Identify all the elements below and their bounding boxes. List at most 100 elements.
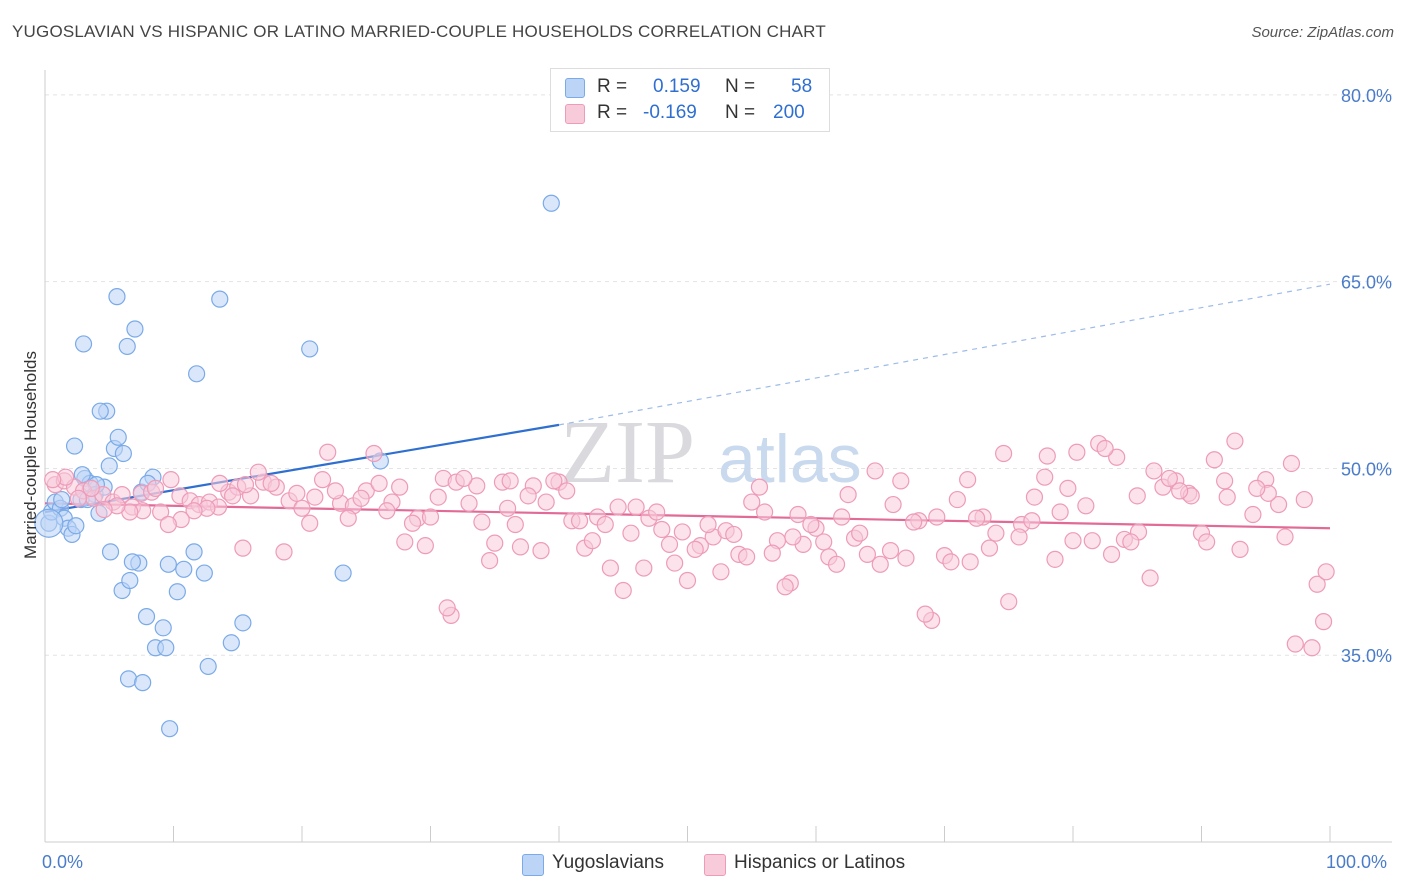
point-yugoslavian — [114, 444, 132, 463]
legend-n-value: 58 — [791, 76, 813, 97]
point-yugoslavian — [65, 437, 84, 455]
point-yugoslavian — [175, 560, 193, 578]
point-hispanic — [1036, 468, 1054, 486]
point-hispanic — [69, 489, 88, 507]
gridlines — [45, 94, 1392, 656]
point-hispanic — [159, 515, 177, 534]
point-hispanic — [1108, 448, 1126, 466]
point-hispanic — [1010, 528, 1028, 546]
point-hispanic — [776, 578, 794, 596]
trend-line-yugoslavians — [44, 423, 560, 514]
point-hispanic — [319, 443, 337, 461]
point-hispanic — [1038, 447, 1056, 465]
point-hispanic — [583, 532, 602, 550]
point-hispanic — [486, 534, 504, 552]
point-yugoslavian — [108, 288, 126, 306]
point-hispanic — [833, 508, 851, 526]
point-hispanic — [614, 581, 632, 600]
point-yugoslavian — [199, 657, 217, 676]
point-hispanic — [802, 515, 820, 534]
point-yugoslavian — [67, 517, 85, 535]
point-yugoslavian — [188, 365, 206, 383]
point-hispanic — [185, 502, 203, 520]
point-hispanic — [396, 533, 414, 551]
point-hispanic — [1226, 432, 1244, 450]
point-hispanic — [95, 500, 113, 519]
point-hispanic — [44, 471, 62, 489]
point-hispanic — [429, 488, 447, 506]
point-yugoslavian — [301, 340, 319, 358]
point-hispanic — [1171, 482, 1189, 500]
point-hispanic — [627, 498, 645, 516]
point-yugoslavian — [234, 614, 252, 632]
point-hispanic — [1248, 479, 1266, 497]
point-hispanic — [827, 555, 846, 573]
y-tick-labels: 35.0% 50.0% 65.0% 80.0% — [1341, 86, 1392, 666]
point-hispanic — [481, 551, 499, 570]
point-hispanic — [378, 502, 396, 520]
point-yugoslavian — [211, 290, 229, 308]
point-hispanic — [673, 523, 691, 541]
point-yugoslavian — [121, 571, 139, 590]
point-yugoslavian — [123, 553, 141, 571]
point-hispanic — [987, 524, 1005, 542]
point-hispanic — [1128, 487, 1146, 505]
point-hispanic — [884, 495, 902, 514]
legend-r-label: R = — [597, 76, 628, 97]
data-points — [34, 194, 1335, 738]
point-hispanic — [699, 515, 717, 534]
point-hispanic — [352, 489, 370, 507]
point-hispanic — [839, 486, 857, 504]
point-yugoslavian-large — [34, 508, 64, 538]
y-axis-title: Married-couple Households — [21, 351, 40, 559]
watermark-zip: ZIP — [560, 403, 695, 502]
point-yugoslavian — [334, 564, 352, 582]
point-hispanic — [815, 533, 833, 551]
point-hispanic — [1000, 593, 1018, 611]
point-hispanic — [1231, 540, 1249, 558]
point-hispanic — [519, 487, 537, 505]
point-yugoslavian — [185, 543, 203, 561]
point-hispanic — [1122, 533, 1140, 551]
point-hispanic — [532, 542, 550, 560]
point-hispanic — [1286, 635, 1304, 653]
point-yugoslavian — [542, 194, 560, 212]
legend-n-value: 200 — [773, 102, 805, 123]
point-hispanic — [211, 474, 229, 492]
point-hispanic — [1023, 512, 1041, 530]
point-hispanic — [403, 514, 422, 532]
point-hispanic — [236, 476, 255, 494]
x-tick-label-min: 0.0% — [42, 852, 84, 872]
point-hispanic — [858, 545, 877, 563]
point-hispanic — [152, 503, 170, 521]
point-hispanic — [1141, 569, 1159, 587]
point-hispanic — [275, 543, 293, 561]
point-hispanic — [948, 490, 966, 509]
trend-line-hispanics — [44, 502, 1331, 530]
point-hispanic — [1077, 497, 1095, 515]
point-yugoslavian — [53, 490, 71, 509]
point-hispanic — [866, 462, 884, 480]
axes — [44, 70, 1392, 843]
point-hispanic — [146, 479, 165, 497]
point-yugoslavian — [154, 619, 172, 637]
legend-r-label: R = — [597, 102, 628, 123]
point-hispanic — [1308, 575, 1326, 593]
legend-swatch-pink — [704, 854, 726, 876]
point-hispanic — [596, 515, 614, 534]
y-tick-label: 80.0% — [1341, 86, 1392, 106]
point-hispanic — [1096, 439, 1114, 458]
point-hispanic — [438, 599, 456, 617]
point-hispanic — [499, 499, 517, 517]
point-hispanic — [743, 493, 761, 511]
point-hispanic — [601, 559, 620, 577]
point-hispanic — [416, 537, 434, 555]
point-hispanic — [537, 493, 555, 511]
point-hispanic — [224, 487, 242, 505]
point-hispanic — [916, 605, 934, 623]
legend-r-value: -0.169 — [643, 102, 697, 123]
point-hispanic — [897, 549, 915, 567]
point-yugoslavian — [119, 670, 138, 688]
point-hispanic — [942, 553, 960, 571]
